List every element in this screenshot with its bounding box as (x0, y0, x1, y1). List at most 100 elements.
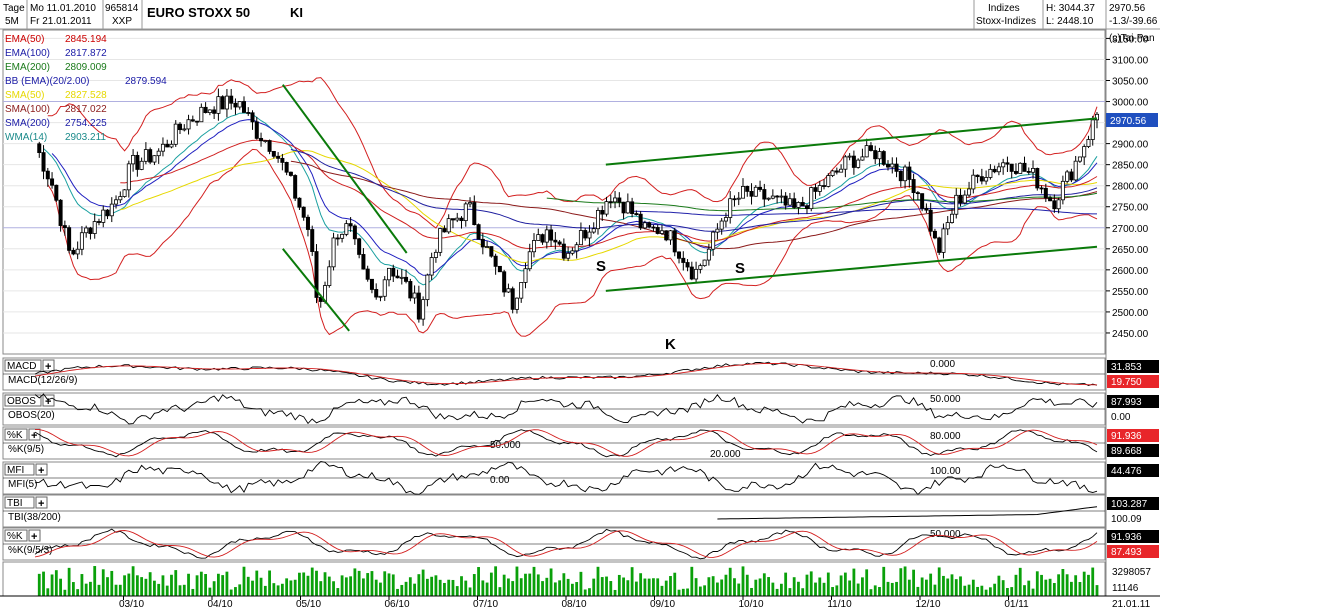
volume-bar (400, 584, 404, 596)
candle-body (301, 206, 306, 218)
candle-body (75, 248, 80, 255)
date-tick-label: 11/10 (827, 599, 852, 609)
volume-bar (583, 589, 587, 596)
candle-body (753, 186, 758, 197)
candle-body (190, 119, 195, 122)
volume-bar (626, 580, 630, 596)
candle-body (642, 222, 647, 229)
candle-body (583, 230, 588, 239)
date-tick-label: 06/10 (384, 599, 409, 609)
exchange-code: XXP (112, 16, 132, 27)
candle-body (114, 199, 119, 205)
candle-body (62, 225, 67, 229)
volume-bar (1074, 575, 1078, 596)
volume-bar (664, 580, 668, 596)
volume-bar (37, 573, 41, 596)
volume-bar (647, 578, 651, 596)
volume-bar (80, 574, 84, 596)
indicator-add-button[interactable] (42, 394, 55, 407)
last-value: 2970.56 (1109, 3, 1146, 14)
indicator-button-frame[interactable] (4, 496, 35, 509)
indicator-add-button[interactable] (35, 463, 48, 476)
candle-body (745, 186, 750, 192)
tage-label[interactable]: Tage (3, 3, 25, 14)
indicator-button[interactable]: MFI (7, 465, 24, 476)
volume-bar (404, 581, 408, 596)
volume-bar (434, 575, 438, 596)
volume-bar (677, 589, 681, 596)
candle-body (284, 162, 289, 173)
candle-body (67, 227, 72, 251)
indicator-button-frame[interactable] (4, 359, 42, 372)
indicator-value-tag (1107, 545, 1159, 558)
volume-bar (967, 584, 971, 596)
candle-body (779, 195, 784, 198)
sma-100-line (290, 160, 1098, 250)
volume-bar (379, 582, 382, 596)
volume-bar (890, 582, 894, 596)
volume-bar (558, 580, 562, 596)
candle-body (1065, 171, 1070, 182)
candle-body (595, 210, 600, 230)
indicator-legend: EMA(50) 2845.194 EMA(100) 2817.872 EMA(200) 2… (5, 34, 167, 143)
candle-body (84, 227, 89, 234)
volume-bar (779, 583, 783, 596)
candle-body (310, 229, 315, 252)
candle-body (468, 202, 473, 205)
candle-body (1039, 187, 1044, 190)
legend-value: 2754.225 (65, 118, 107, 129)
volume-bar (135, 575, 139, 596)
candle-body (911, 179, 916, 194)
indicator-button[interactable]: TBI (7, 498, 23, 509)
indicator-button-frame[interactable] (4, 428, 28, 441)
volume-bar (455, 586, 459, 596)
candle-body (766, 197, 771, 200)
volume-bar (1078, 582, 1082, 596)
candle-body (903, 166, 908, 182)
indicator-button-frame[interactable] (4, 394, 42, 407)
candle-body (131, 154, 136, 165)
candle-body (787, 198, 792, 206)
candle-body (532, 240, 537, 253)
candle-body (1043, 187, 1048, 199)
volume-bar (170, 574, 173, 596)
volume-bar (1070, 581, 1073, 596)
indicator-button-frame[interactable] (4, 463, 35, 476)
legend-value: 2809.009 (65, 62, 107, 73)
volume-bar (268, 570, 271, 596)
candle-body (758, 186, 763, 190)
indicator-button[interactable]: %K (7, 531, 23, 542)
volume-bar (353, 568, 357, 596)
candle-body (250, 112, 255, 123)
indicator-button[interactable]: MACD (7, 361, 36, 372)
volume-bar (468, 587, 472, 596)
indicator-add-button[interactable] (28, 529, 41, 542)
indicator-add-button[interactable] (28, 428, 41, 441)
volume-bar (1057, 574, 1061, 596)
volume-bar (528, 573, 532, 596)
indicator-add-button[interactable] (35, 496, 48, 509)
indicator-add-button[interactable] (42, 359, 55, 372)
volume-bar (784, 572, 788, 596)
candle-body (374, 289, 379, 298)
indicator-button-frame[interactable] (4, 529, 28, 542)
uptrend-channel-upper (605, 117, 1098, 166)
volume-bar (106, 577, 109, 596)
candle-body (868, 145, 873, 151)
candle-body (139, 160, 144, 170)
indicator-button[interactable]: OBOS (7, 396, 36, 407)
volume-bar (613, 589, 617, 596)
candle-body (967, 188, 972, 196)
candle-body (604, 201, 609, 215)
annotation-s-right: S (735, 260, 745, 277)
period-label[interactable]: 5M (5, 16, 19, 27)
candle-body (570, 250, 575, 254)
bollinger-bands (47, 77, 1098, 337)
volume-bar (588, 588, 591, 596)
volume-bar (814, 582, 817, 596)
indicator-button[interactable]: %K (7, 430, 23, 441)
bollinger-upper (47, 77, 1098, 229)
volume-bar (417, 574, 421, 596)
volume-bar (980, 585, 984, 596)
volume-bar (229, 589, 233, 596)
